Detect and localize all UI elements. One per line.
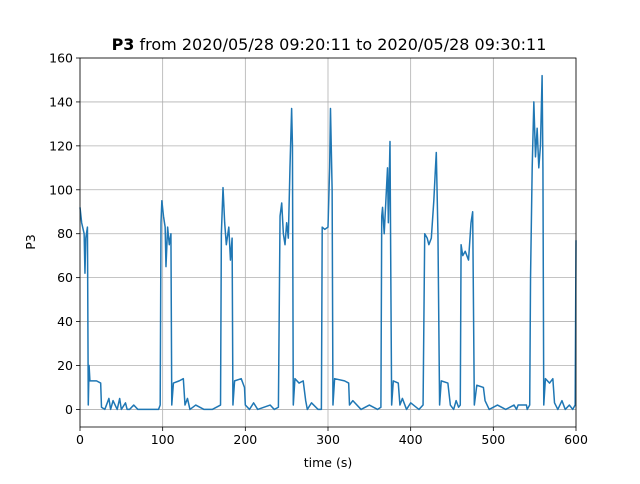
y-tick-label: 20 (57, 358, 73, 373)
y-axis-label: P3 (23, 234, 38, 250)
y-tick-label: 160 (49, 51, 73, 66)
title-text: from 2020/05/28 09:20:11 to 2020/05/28 0… (140, 35, 547, 54)
x-tick-label: 300 (316, 432, 340, 447)
chart-title: P3 from 2020/05/28 09:20:11 to 2020/05/2… (112, 35, 547, 54)
y-tick-label: 100 (49, 182, 73, 197)
y-tick-label: 40 (57, 314, 73, 329)
x-tick-label: 400 (399, 432, 423, 447)
x-tick-label: 200 (233, 432, 257, 447)
x-tick-label: 600 (564, 432, 588, 447)
y-tick-label: 120 (49, 138, 73, 153)
x-axis-label: time (s) (304, 455, 352, 470)
y-tick-label: 0 (65, 402, 73, 417)
y-tick-label: 60 (57, 270, 73, 285)
x-tick-label: 100 (151, 432, 175, 447)
x-tick-label: 500 (481, 432, 505, 447)
plot-frame (79, 57, 577, 428)
data-line (79, 74, 577, 411)
y-tick-label: 80 (57, 226, 73, 241)
x-tick-label: 0 (76, 432, 84, 447)
y-tick-label: 140 (49, 94, 73, 109)
title-label: P3 (112, 35, 135, 54)
